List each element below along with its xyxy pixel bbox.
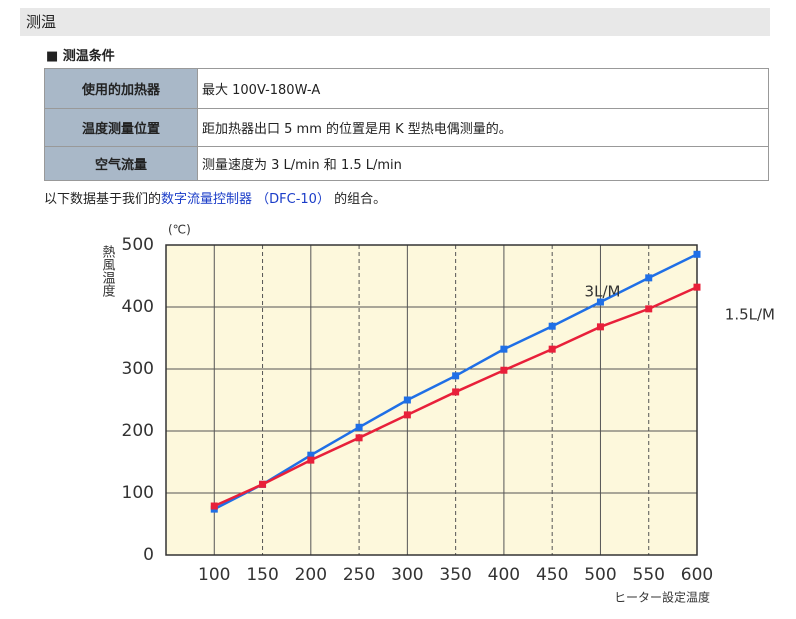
link[interactable]: 数字流量控制器 （DFC-10） bbox=[161, 192, 330, 207]
point bbox=[596, 323, 604, 331]
series-label: 1.5L/M bbox=[725, 306, 775, 324]
cell: 测量速度为 3 L/min 和 1.5 L/min bbox=[197, 146, 769, 181]
x-tick-label: 200 bbox=[295, 565, 327, 585]
point bbox=[693, 250, 701, 258]
x-tick-label: 400 bbox=[488, 565, 520, 585]
y-tick-label: 300 bbox=[122, 359, 154, 379]
point bbox=[548, 322, 556, 330]
y-tick-label: 500 bbox=[122, 235, 154, 255]
cell: 使用的加热器 bbox=[44, 68, 198, 109]
y-tick-label: 400 bbox=[122, 297, 154, 317]
point bbox=[210, 502, 218, 510]
y-tick-label: 200 bbox=[122, 421, 154, 441]
y-tick-label: 0 bbox=[143, 545, 154, 565]
y-axis-label: 熱風温度 bbox=[100, 245, 116, 297]
point bbox=[645, 274, 653, 282]
x-tick-label: 600 bbox=[681, 565, 713, 585]
cell: 距加热器出口 5 mm 的位置是用 K 型热电偶测量的。 bbox=[197, 108, 769, 147]
cell: 空气流量 bbox=[44, 146, 198, 181]
point bbox=[596, 298, 604, 306]
point bbox=[355, 423, 363, 431]
series-label: 3L/M bbox=[585, 283, 621, 301]
point bbox=[403, 396, 411, 404]
x-tick-label: 250 bbox=[343, 565, 375, 585]
point bbox=[307, 451, 315, 459]
point bbox=[500, 345, 508, 353]
y-unit: (℃) bbox=[168, 223, 191, 237]
y-tick-label: 100 bbox=[122, 483, 154, 503]
point bbox=[548, 345, 556, 353]
chart: (℃) 熱風温度 (℃) ヒーター設定温度 010020030040050010… bbox=[100, 223, 776, 605]
point bbox=[307, 456, 315, 464]
point bbox=[355, 434, 363, 442]
point bbox=[259, 480, 267, 488]
cell: 最大 100V-180W-A bbox=[197, 68, 769, 109]
point bbox=[452, 372, 460, 380]
x-tick-label: 350 bbox=[439, 565, 471, 585]
x-tick-label: 550 bbox=[633, 565, 665, 585]
point bbox=[452, 388, 460, 396]
cell: 温度测量位置 bbox=[44, 108, 198, 147]
x-tick-label: 150 bbox=[246, 565, 278, 585]
point bbox=[500, 366, 508, 374]
note-text: 的组合。 bbox=[329, 192, 387, 207]
conditions-table: 使用的加热器 最大 100V-180W-A 温度测量位置 距加热器出口 5 mm 的… bbox=[44, 68, 769, 181]
x-tick-label: 100 bbox=[198, 565, 230, 585]
x-tick-label: 300 bbox=[391, 565, 423, 585]
section-title: ■ 测温条件 bbox=[46, 49, 115, 64]
x-tick-label: 500 bbox=[584, 565, 616, 585]
note: 以下数据基于我们的数字流量控制器 （DFC-10） 的组合。 bbox=[44, 188, 386, 207]
note-text: 以下数据基于我们的 bbox=[44, 192, 162, 207]
x-tick-label: 450 bbox=[536, 565, 568, 585]
header-title: 测温 bbox=[20, 8, 770, 36]
x-axis-label: ヒーター設定温度 bbox=[614, 590, 710, 605]
point bbox=[645, 305, 653, 313]
point bbox=[693, 283, 701, 291]
point bbox=[403, 411, 411, 419]
plot-border bbox=[165, 244, 698, 556]
